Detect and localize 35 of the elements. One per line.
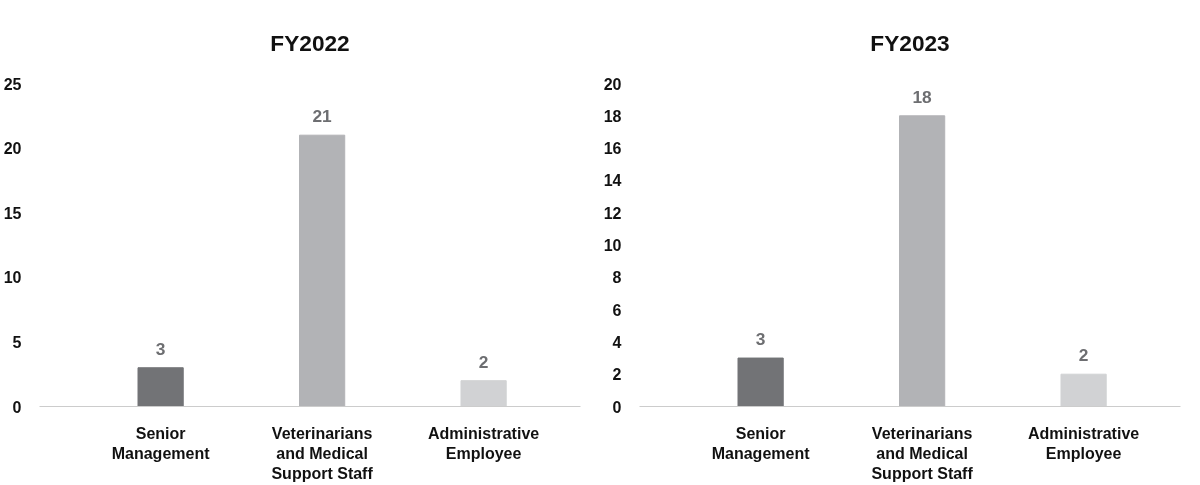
y-tick-label: 20	[3, 140, 22, 158]
bar	[137, 367, 184, 407]
x-tick-label: Senior Management	[711, 424, 811, 462]
bar	[737, 357, 784, 407]
bar	[299, 134, 346, 407]
y-tick-label: 20	[603, 75, 622, 93]
y-tick-label: 0	[612, 398, 622, 416]
y-tick-label: 14	[603, 172, 622, 190]
data-label: 18	[912, 86, 933, 107]
bar	[899, 115, 946, 407]
y-tick-label: 10	[603, 237, 622, 254]
y-tick-label: 10	[3, 269, 22, 287]
x-tick-label: Senior Management	[111, 424, 211, 462]
y-tick-label: 0	[12, 398, 22, 416]
data-label: 3	[155, 338, 166, 359]
y-tick-label: 2	[612, 366, 622, 384]
x-tick-label: Administrative Employee	[1028, 424, 1140, 462]
y-tick-label: 4	[612, 333, 622, 351]
data-label: 2	[478, 351, 489, 372]
y-tick-label: 8	[612, 269, 622, 287]
x-tick-label: Administrative Employee	[428, 424, 540, 462]
y-tick-label: 6	[612, 301, 622, 319]
y-tick-label: 15	[3, 204, 22, 222]
chart-title: FY2023	[870, 30, 950, 56]
data-label: 2	[1078, 345, 1089, 366]
y-tick-label: 25	[3, 75, 22, 93]
chart-title: FY2022	[270, 30, 350, 56]
y-tick-label: 5	[12, 333, 22, 351]
x-tick-label: Veterinarians and Medical Support Staff	[871, 424, 974, 483]
y-tick-label: 12	[603, 204, 622, 222]
y-tick-label: 16	[603, 140, 622, 158]
y-tick-label: 18	[603, 107, 622, 125]
data-label: 21	[312, 106, 333, 127]
data-label: 3	[755, 329, 766, 350]
x-tick-label: Veterinarians and Medical Support Staff	[271, 424, 374, 483]
